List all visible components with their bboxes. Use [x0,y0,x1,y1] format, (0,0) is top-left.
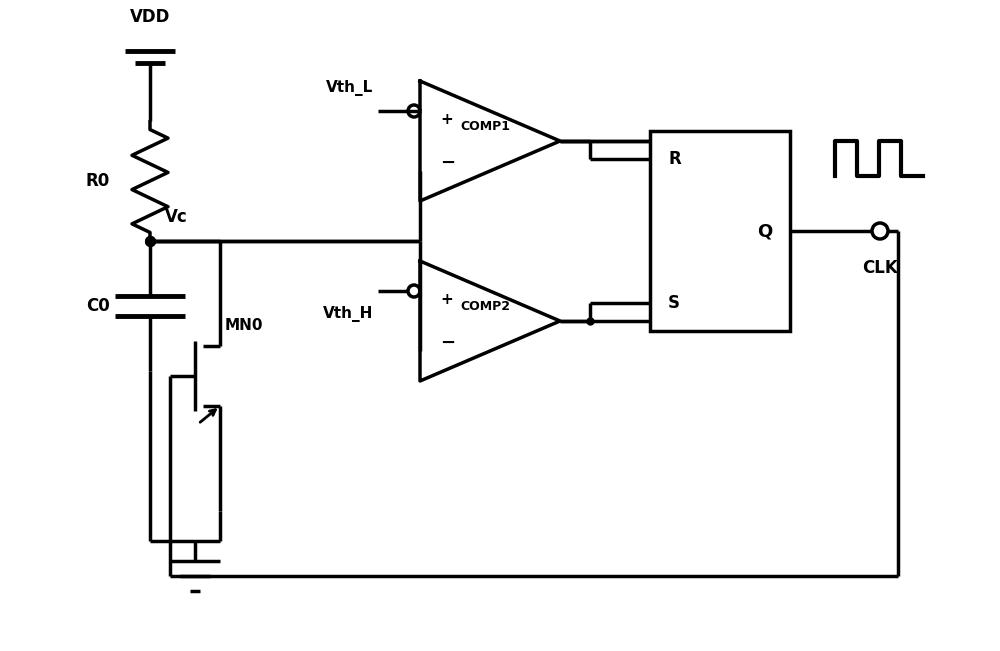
Bar [650,131,790,331]
Polygon shape [420,261,560,381]
Text: −: − [440,334,455,352]
Text: Vc: Vc [165,208,188,226]
Text: Q: Q [757,222,773,240]
Polygon shape [420,81,560,201]
Text: CLK: CLK [862,259,898,277]
Text: COMP2: COMP2 [460,299,510,312]
Text: COMP1: COMP1 [460,120,510,133]
Text: VDD: VDD [130,8,170,26]
Text: R0: R0 [86,172,110,190]
Text: R: R [668,150,681,168]
Text: S: S [668,294,680,312]
Text: Vth_L: Vth_L [326,80,373,96]
Text: Vth_H: Vth_H [323,306,373,322]
Text: −: − [440,154,455,172]
Text: +: + [440,292,453,307]
Text: C0: C0 [86,297,110,315]
Text: +: + [440,111,453,126]
Text: MN0: MN0 [225,318,264,333]
